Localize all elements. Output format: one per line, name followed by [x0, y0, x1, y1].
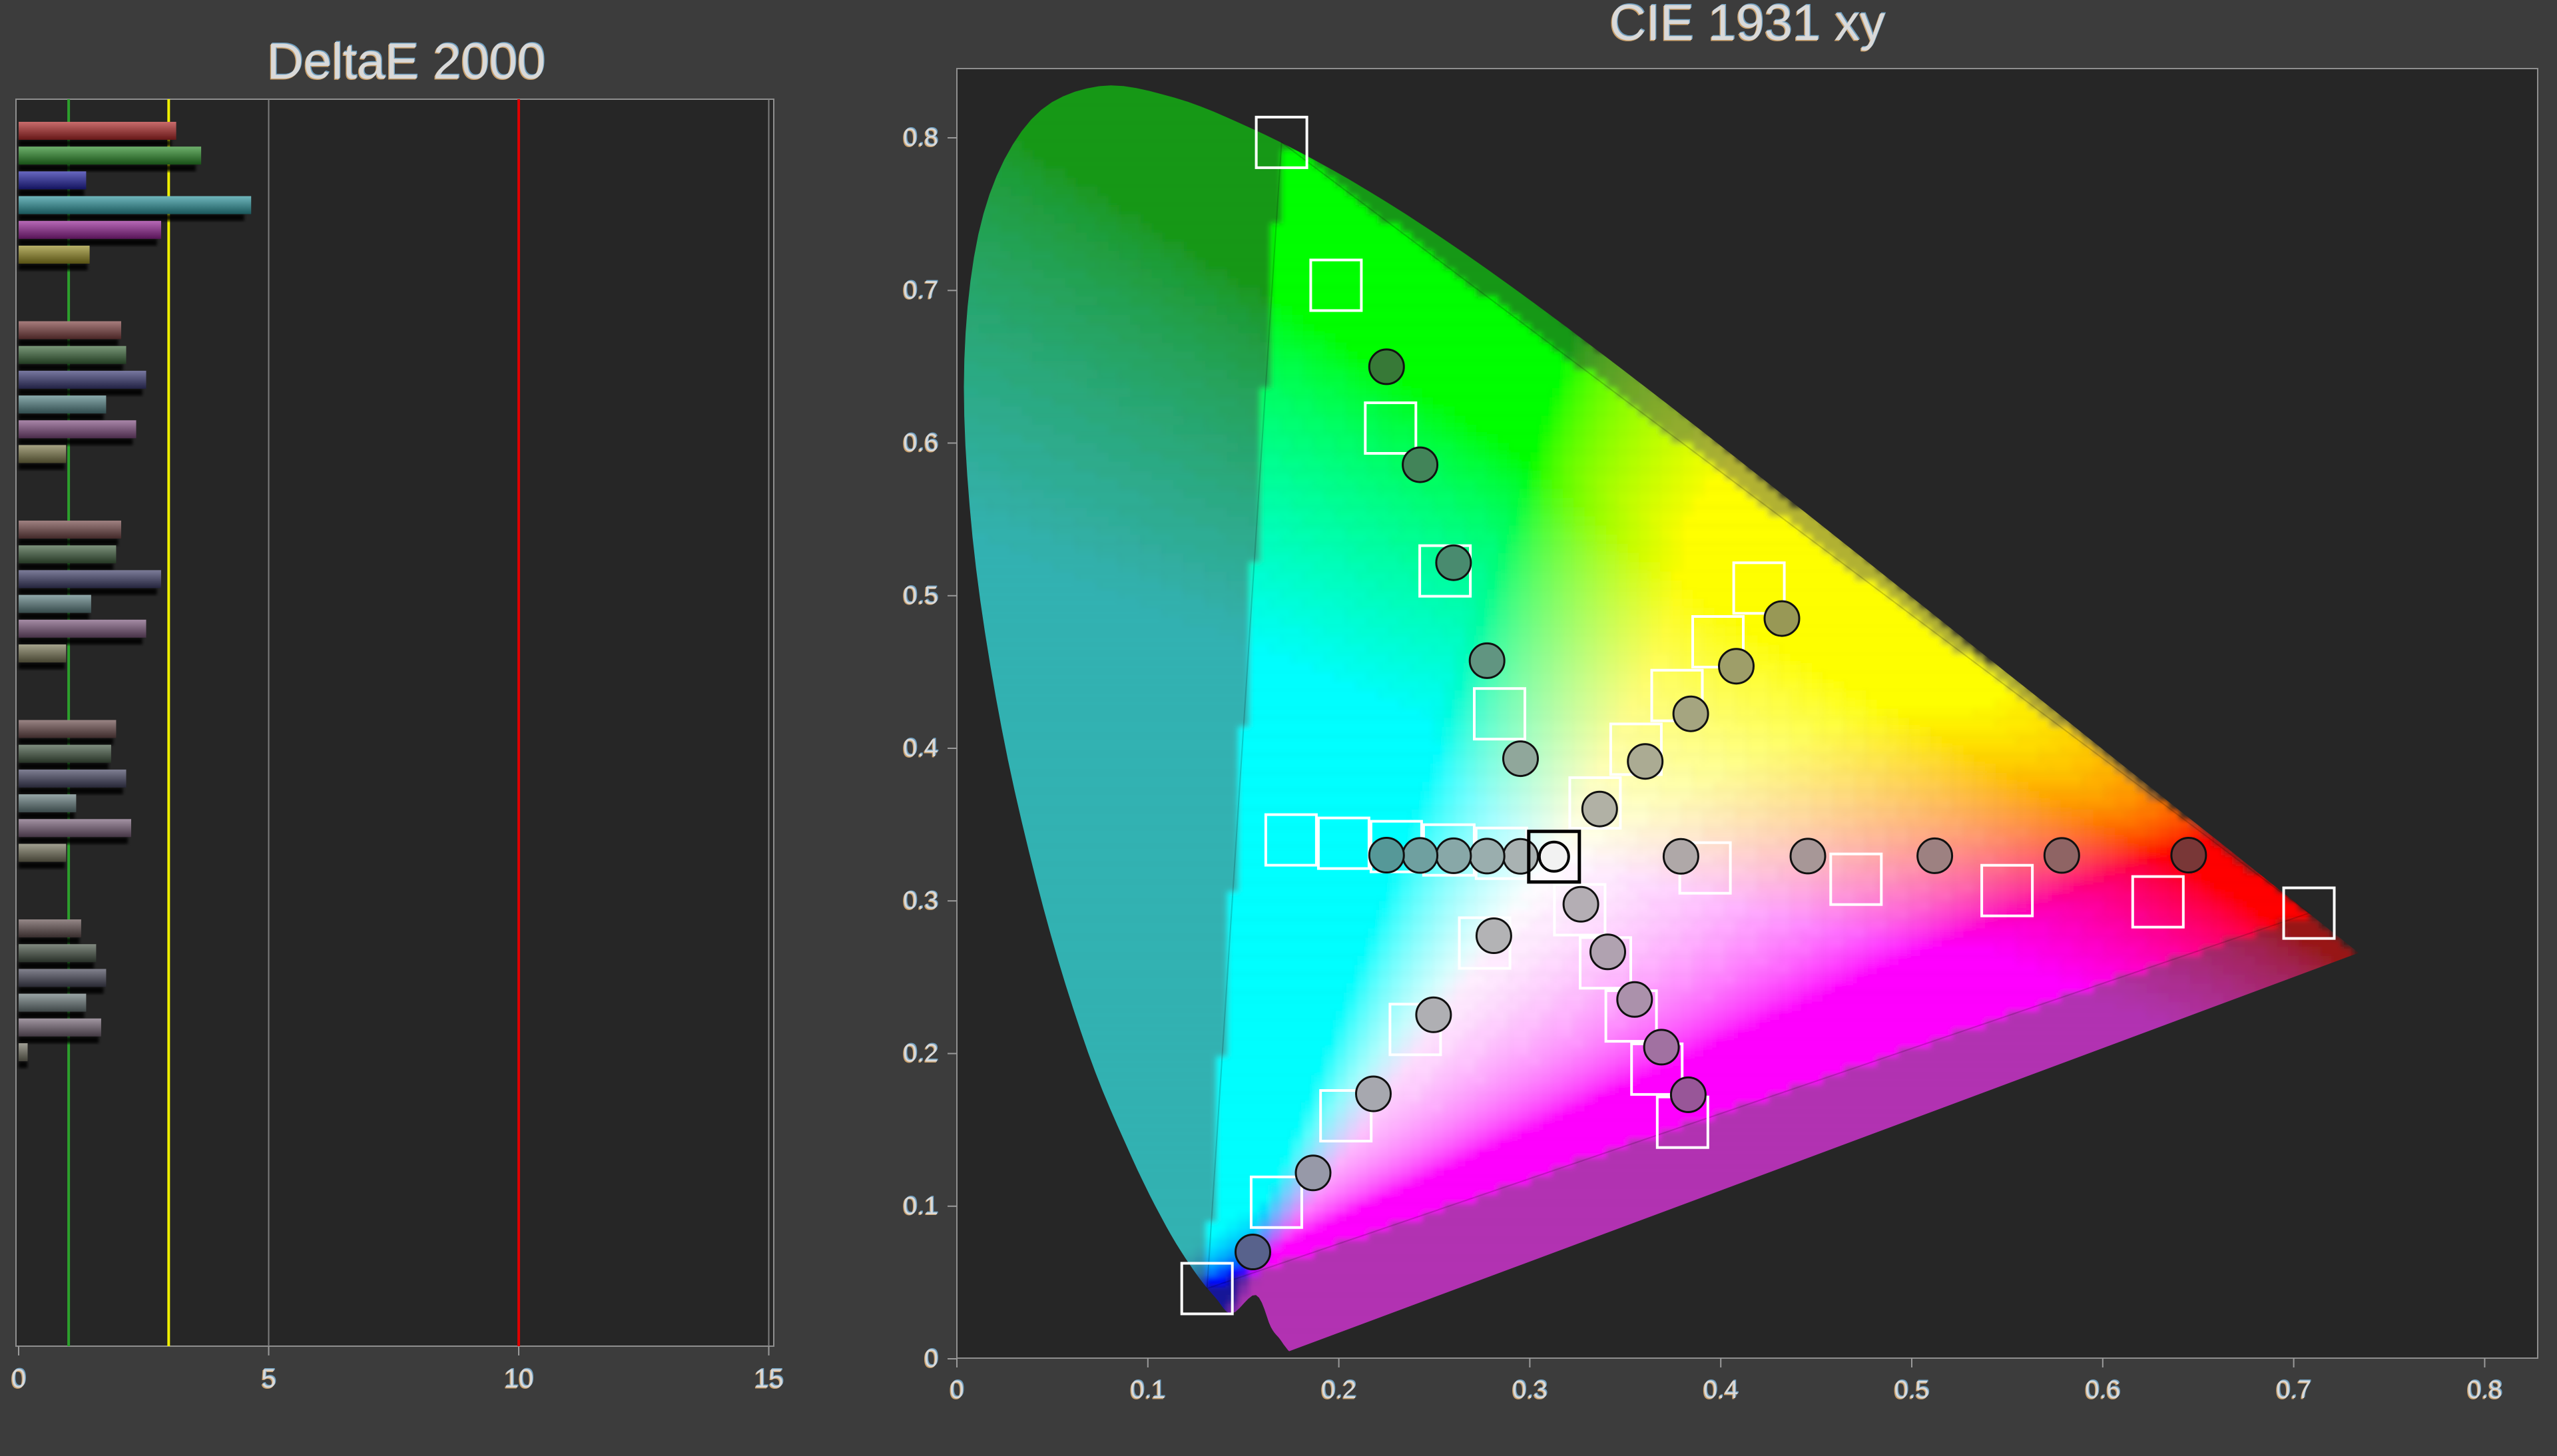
svg-text:0.2: 0.2: [1321, 1376, 1356, 1404]
svg-text:0.6: 0.6: [903, 429, 938, 457]
svg-text:0: 0: [11, 1364, 26, 1393]
svg-text:10: 10: [504, 1364, 534, 1393]
svg-text:CIE 1931 xy: CIE 1931 xy: [1609, 0, 1885, 51]
svg-text:0: 0: [950, 1376, 964, 1404]
svg-text:15: 15: [754, 1364, 784, 1393]
svg-text:0.6: 0.6: [2085, 1376, 2120, 1404]
svg-text:5: 5: [261, 1364, 276, 1393]
svg-text:0: 0: [924, 1345, 938, 1373]
svg-text:0.8: 0.8: [903, 124, 938, 152]
svg-text:0.2: 0.2: [903, 1040, 938, 1068]
svg-text:0.5: 0.5: [1894, 1376, 1930, 1404]
svg-text:0.3: 0.3: [903, 887, 938, 915]
svg-text:0.4: 0.4: [1703, 1376, 1739, 1404]
svg-text:0.7: 0.7: [903, 276, 938, 304]
svg-text:0.1: 0.1: [903, 1192, 938, 1220]
svg-text:0.7: 0.7: [2276, 1376, 2311, 1404]
svg-text:0.1: 0.1: [1130, 1376, 1165, 1404]
svg-text:0.3: 0.3: [1512, 1376, 1548, 1404]
svg-text:DeltaE 2000: DeltaE 2000: [267, 33, 545, 90]
svg-text:0.4: 0.4: [903, 734, 938, 762]
svg-text:0.8: 0.8: [2467, 1376, 2502, 1404]
svg-text:0.5: 0.5: [903, 582, 938, 610]
